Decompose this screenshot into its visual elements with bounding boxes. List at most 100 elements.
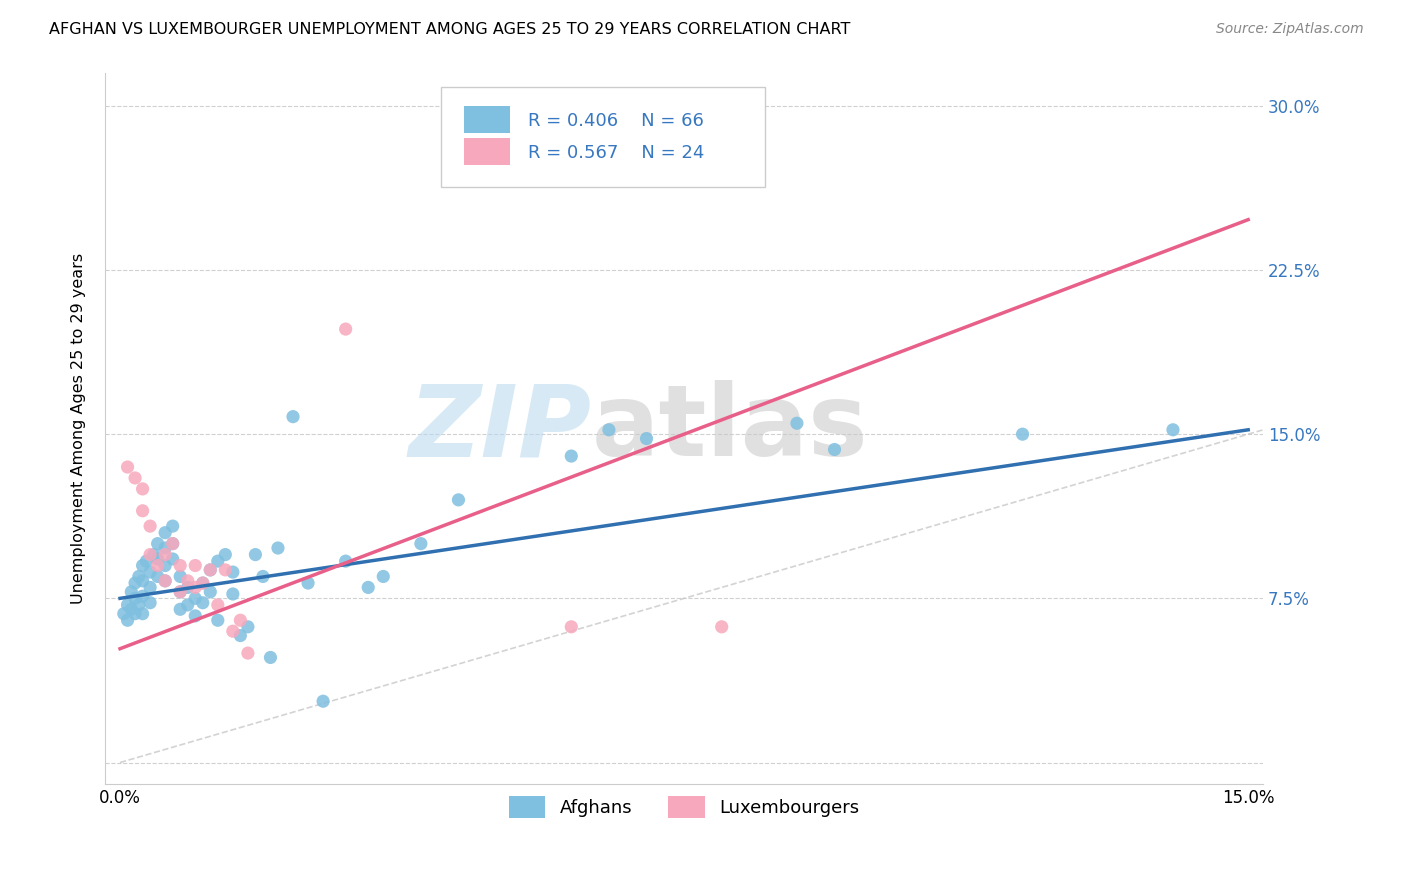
Point [169,584,191,599]
FancyBboxPatch shape [464,106,510,134]
Point [177,574,200,588]
Text: atlas: atlas [592,380,868,477]
Point [139,581,162,595]
Point [357,581,380,595]
Point [1011,427,1033,442]
Point [117,598,139,612]
Point [200,563,222,577]
Point [409,536,432,550]
Point [162,552,184,566]
Point [252,569,274,583]
FancyBboxPatch shape [441,87,765,186]
Point [153,574,176,588]
Point [222,587,245,601]
Point [447,492,470,507]
Point [169,584,191,599]
Point [146,558,169,573]
Point [229,629,252,643]
Point [312,694,335,708]
Point [139,565,162,579]
Point [214,563,236,577]
Point [191,576,214,591]
Point [207,598,229,612]
Point [297,576,319,591]
Point [146,552,169,566]
Point [786,416,808,430]
Point [207,613,229,627]
Point [598,423,620,437]
Point [153,574,176,588]
Point [117,613,139,627]
Point [153,541,176,555]
Text: R = 0.567    N = 24: R = 0.567 N = 24 [527,144,704,161]
Point [117,460,139,475]
Point [200,563,222,577]
Point [200,584,222,599]
Point [124,471,146,485]
Point [1161,423,1184,437]
Point [124,591,146,606]
Point [214,548,236,562]
Text: R = 0.406    N = 66: R = 0.406 N = 66 [527,112,703,129]
Point [560,449,582,463]
Point [177,598,200,612]
Point [560,620,582,634]
Point [131,589,153,603]
Point [120,602,142,616]
Point [153,548,176,562]
Point [229,613,252,627]
Point [281,409,304,424]
Point [335,554,357,568]
Point [169,602,191,616]
Point [139,596,162,610]
Point [207,554,229,568]
Point [267,541,290,555]
Point [131,504,153,518]
Point [222,565,245,579]
Point [146,536,169,550]
Point [191,576,214,591]
Point [131,558,153,573]
Point [135,554,157,568]
Point [142,548,165,562]
Point [153,558,176,573]
Point [373,569,395,583]
Point [184,558,207,573]
Point [128,598,150,612]
Point [177,581,200,595]
Point [162,536,184,550]
Point [222,624,245,639]
Point [120,584,142,599]
Text: Source: ZipAtlas.com: Source: ZipAtlas.com [1216,22,1364,37]
Point [169,569,191,583]
Point [139,548,162,562]
Point [131,607,153,621]
Point [824,442,846,457]
Point [131,482,153,496]
Point [184,591,207,606]
Point [131,574,153,588]
Point [162,519,184,533]
Legend: Afghans, Luxembourgers: Afghans, Luxembourgers [502,789,866,825]
Point [153,525,176,540]
Text: ZIP: ZIP [409,380,592,477]
Point [236,646,259,660]
Point [184,581,207,595]
Point [124,576,146,591]
Y-axis label: Unemployment Among Ages 25 to 29 years: Unemployment Among Ages 25 to 29 years [72,253,86,604]
Point [259,650,281,665]
Point [236,620,259,634]
FancyBboxPatch shape [464,138,510,166]
Point [335,322,357,336]
Point [146,569,169,583]
Point [710,620,733,634]
Point [124,607,146,621]
Point [636,432,658,446]
Point [139,519,162,533]
Text: AFGHAN VS LUXEMBOURGER UNEMPLOYMENT AMONG AGES 25 TO 29 YEARS CORRELATION CHART: AFGHAN VS LUXEMBOURGER UNEMPLOYMENT AMON… [49,22,851,37]
Point [162,536,184,550]
Point [191,596,214,610]
Point [245,548,267,562]
Point [112,607,135,621]
Point [169,558,191,573]
